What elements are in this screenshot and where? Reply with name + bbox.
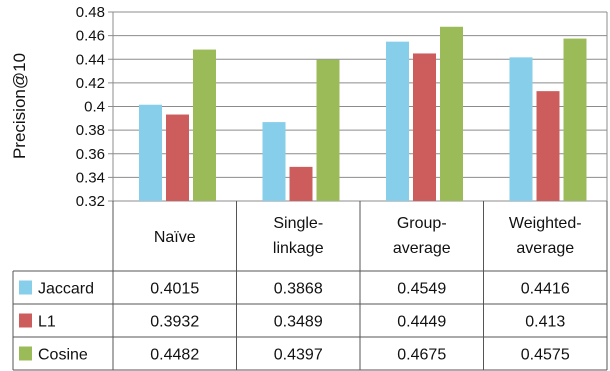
data-label: 0.4549	[397, 281, 446, 298]
bar-jaccard-2	[386, 41, 409, 201]
data-label: 0.4397	[274, 347, 323, 364]
bar-jaccard-1	[262, 122, 286, 201]
y-axis-label: Precision@10	[10, 53, 29, 159]
bar-l1-0	[166, 114, 189, 201]
y-tick-label: 0.42	[76, 75, 105, 92]
y-tick-label: 0.38	[76, 122, 105, 139]
data-label: 0.4449	[397, 314, 446, 331]
category-label: average	[393, 240, 451, 257]
category-label: Naïve	[154, 229, 196, 246]
bar-cosine-1	[316, 59, 340, 202]
data-label: 0.413	[525, 314, 565, 331]
category-label: average	[516, 240, 574, 257]
category-label: linkage	[273, 240, 324, 257]
y-tick-label: 0.44	[76, 51, 105, 68]
bar-l1-3	[536, 91, 560, 201]
bar-jaccard-0	[139, 104, 162, 201]
data-label: 0.4575	[521, 347, 570, 364]
data-label: 0.4482	[150, 347, 199, 364]
category-label: Group-	[397, 215, 447, 232]
y-tick-label: 0.34	[76, 169, 105, 186]
legend-key-jaccard	[19, 280, 32, 295]
y-axis: 0.32 0.34 0.36 0.38 0.4 0.42 0.44 0.46 0.48	[76, 4, 608, 210]
bars	[139, 26, 587, 202]
legend-label: Jaccard	[38, 281, 94, 298]
legend-key-l1	[19, 313, 32, 328]
data-label: 0.3489	[274, 314, 323, 331]
legend-key-cosine	[19, 346, 32, 361]
category-label: Weighted-	[509, 215, 582, 232]
data-table: Naïve Single-linkage Group-average Weighted…	[12, 201, 608, 371]
bar-cosine-2	[440, 26, 463, 201]
bar-jaccard-3	[509, 57, 533, 201]
data-label: 0.4416	[521, 281, 570, 298]
data-label: 0.4015	[150, 281, 199, 298]
bar-l1-1	[289, 166, 313, 201]
category-label: Single-	[273, 215, 323, 232]
data-label: 0.3868	[274, 281, 323, 298]
legend-label: Cosine	[38, 347, 88, 364]
legend-label: L1	[38, 314, 56, 331]
y-tick-label: 0.4	[84, 99, 105, 116]
data-label: 0.3932	[150, 314, 199, 331]
y-tick-label: 0.32	[76, 193, 105, 210]
y-tick-label: 0.46	[76, 28, 105, 45]
y-tick-label: 0.36	[76, 146, 105, 163]
data-label: 0.4675	[397, 347, 446, 364]
bar-cosine-3	[563, 38, 587, 201]
bar-cosine-0	[193, 49, 216, 201]
bar-l1-2	[413, 53, 436, 201]
y-tick-label: 0.48	[76, 4, 105, 21]
